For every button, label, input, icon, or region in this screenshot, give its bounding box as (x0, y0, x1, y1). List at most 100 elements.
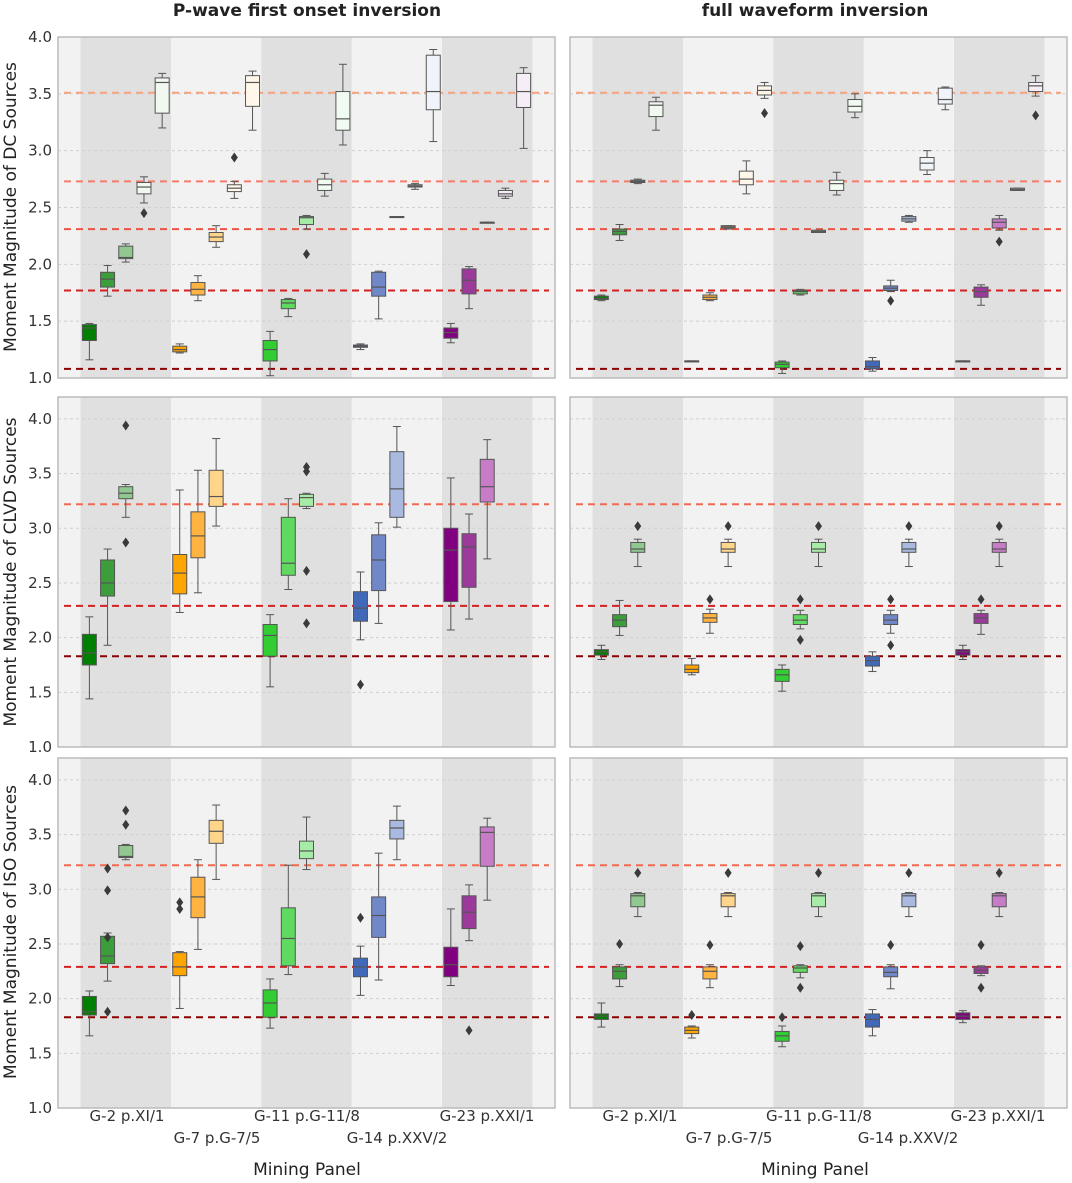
box-plot (317, 172, 333, 197)
box (991, 541, 1007, 553)
box-plot (973, 284, 989, 306)
box (280, 907, 296, 967)
outlier-point (977, 940, 985, 951)
y-tick-label: 1.5 (28, 1044, 52, 1062)
box-plot (100, 548, 116, 646)
box (81, 995, 97, 1016)
y-tick-label: 1.0 (28, 738, 52, 756)
y-tick-label: 3.0 (28, 142, 52, 160)
box (443, 946, 459, 978)
group-band (954, 397, 1045, 747)
box (991, 893, 1007, 908)
box-plot (973, 594, 989, 635)
y-tick-label: 3.5 (28, 826, 52, 844)
box-plot (352, 912, 368, 996)
box (864, 1013, 880, 1028)
x-tick-label: G-23 p.XXI/1 (440, 1107, 535, 1125)
outlier-point (104, 863, 112, 874)
outlier-point (995, 236, 1003, 247)
box-plot (335, 63, 351, 146)
box-plot (973, 940, 989, 993)
box-plot (208, 438, 224, 527)
panel-2-1 (569, 757, 1068, 1109)
box (612, 966, 628, 980)
box (461, 533, 477, 588)
box (991, 218, 1007, 229)
outlier-point (356, 679, 364, 690)
box-plot (208, 225, 224, 248)
group-band (773, 397, 864, 747)
y-tick-label: 1.0 (28, 1099, 52, 1117)
x-axis-label-right: Mining Panel (761, 1160, 869, 1180)
box-plot (81, 322, 97, 361)
box (208, 469, 224, 507)
x-axis-label-left: Mining Panel (253, 1160, 361, 1180)
box-plot (352, 571, 368, 690)
group-band (954, 37, 1045, 378)
y-tick-label: 3.0 (28, 880, 52, 898)
box (443, 527, 459, 603)
group-band (773, 758, 864, 1108)
outlier-point (303, 618, 310, 629)
box (371, 271, 387, 297)
box-plot (443, 908, 459, 986)
group-band (592, 758, 683, 1108)
box-plot (1009, 187, 1025, 191)
box-plot (612, 938, 628, 988)
box (425, 54, 441, 111)
box-plot (792, 288, 808, 296)
x-tick-label: G-7 p.G-7/5 (686, 1129, 773, 1147)
outlier-point (122, 420, 130, 431)
box-plot (991, 867, 1007, 918)
outlier-point (176, 903, 184, 914)
chart-panels: 1.0 1.5 2.0 2.5 3.0 3.5 4.0 1.0 1.5 2.0 2.5 3.0 3.5 4… (28, 28, 1068, 1117)
outlier-point (905, 867, 913, 878)
box-plot (1028, 75, 1044, 121)
box (352, 591, 368, 622)
box (901, 541, 917, 553)
outlier-point (887, 640, 895, 651)
box (371, 896, 387, 938)
box (389, 451, 405, 518)
box-plot (172, 489, 188, 613)
box-plot (847, 93, 863, 119)
group-band (442, 758, 533, 1108)
box-plot (757, 81, 773, 119)
x-tick-labels-right: G-2 p.XI/1 G-7 p.G-7/5 G-11 p.G-11/8 G-1… (603, 1107, 1046, 1147)
box (280, 516, 296, 576)
outlier-point (995, 521, 1003, 532)
box-plot (118, 243, 134, 263)
outlier-point (104, 1006, 112, 1017)
box-plot (262, 614, 278, 688)
box-plot (630, 178, 646, 185)
outlier-point (176, 897, 184, 908)
group-band (261, 758, 352, 1108)
box-plot (684, 1010, 700, 1039)
box-plot (991, 214, 1007, 247)
y-axis-label-clvd: Moment Magnitude of CLVD Sources (1, 417, 21, 726)
box (299, 493, 314, 507)
box (299, 840, 314, 860)
box (280, 299, 296, 310)
outlier-point (815, 521, 822, 532)
y-tick-label: 2.0 (28, 255, 52, 273)
box-plot (901, 521, 917, 568)
box (479, 826, 495, 867)
box (479, 458, 495, 503)
box-plot (461, 884, 477, 1036)
box-plot (371, 852, 387, 981)
panel-1-1 (569, 396, 1068, 748)
box (118, 245, 134, 260)
outlier-point (761, 108, 769, 119)
x-tick-label: G-2 p.XI/1 (603, 1107, 678, 1125)
y-tick-label: 2.5 (28, 574, 52, 592)
box-plot (648, 96, 664, 131)
outlier-point (303, 565, 310, 576)
box (389, 819, 405, 840)
box-plot (702, 940, 718, 989)
outlier-point (104, 885, 112, 896)
box (516, 72, 532, 108)
box-plot (172, 897, 188, 1009)
box (172, 952, 188, 977)
box-plot (425, 49, 441, 143)
